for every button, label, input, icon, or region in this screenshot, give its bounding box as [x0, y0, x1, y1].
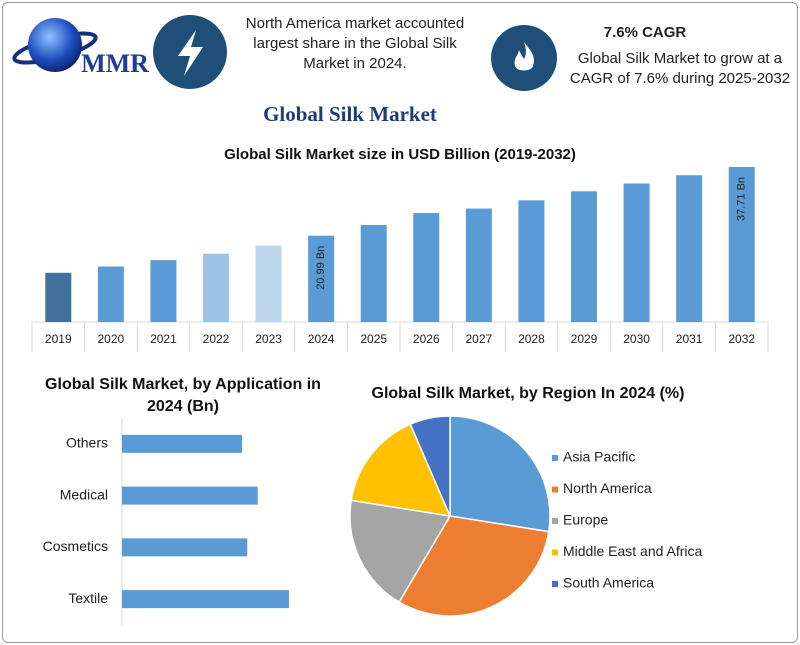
legend-marker [552, 549, 558, 556]
x-tick-label: 2023 [255, 332, 282, 346]
pie-slice [409, 415, 451, 517]
x-tick-label: 2028 [518, 332, 545, 346]
bar [203, 253, 229, 322]
x-tick-label: 2029 [571, 332, 598, 346]
bar [122, 590, 289, 609]
y-tick-label: Medical [60, 486, 108, 502]
pie-chart-title: Global Silk Market, by Region In 2024 (%… [371, 385, 685, 402]
legend-label: Asia Pacific [563, 449, 635, 465]
x-tick-label: 2031 [676, 332, 703, 346]
bar [518, 200, 545, 322]
legend-marker [552, 455, 558, 461]
pie-slice [349, 499, 452, 604]
x-tick-label: 2026 [413, 332, 440, 346]
cagr-title: 7.6% CAGR [603, 24, 687, 41]
bar [122, 486, 258, 505]
value-label: 20.99 Bn [315, 246, 327, 290]
y-tick-label: Textile [68, 590, 108, 606]
bar [728, 167, 755, 322]
bar [676, 175, 703, 322]
bar-chart-title: Global Silk Market size in USD Billion (… [224, 146, 576, 163]
bar [97, 266, 124, 322]
x-tick-label: 2019 [45, 332, 72, 346]
bar [122, 538, 248, 557]
x-tick-label: 2021 [150, 332, 177, 346]
value-label: 37.71 Bn [736, 177, 748, 221]
pie-slice [398, 515, 550, 617]
x-tick-label: 2022 [203, 332, 230, 346]
legend-label: South America [563, 575, 654, 591]
y-tick-label: Cosmetics [43, 538, 108, 554]
legend-marker [552, 486, 558, 493]
legend-marker [552, 581, 558, 587]
x-tick-label: 2027 [466, 332, 493, 346]
pie-slice [350, 423, 452, 517]
legend-label: North America [563, 480, 652, 496]
logo-text: MMR [81, 49, 149, 78]
bar [360, 224, 387, 322]
bar [255, 245, 282, 322]
bolt-icon [153, 15, 227, 89]
legend-label: Europe [563, 512, 608, 528]
bar [465, 208, 492, 322]
logo-icon [12, 18, 98, 72]
x-tick-label: 2030 [623, 332, 650, 346]
note-right: Global Silk Market to grow at a CAGR of … [569, 50, 791, 87]
x-tick-label: 2025 [360, 332, 387, 346]
x-tick-label: 2020 [98, 332, 125, 346]
main-title: Global Silk Market [263, 102, 437, 126]
bar [308, 235, 335, 322]
x-tick-label: 2024 [308, 332, 335, 346]
bar [571, 191, 597, 322]
bar [122, 434, 243, 453]
hbar-chart-title: Global Silk Market, by Application in 20… [45, 376, 321, 415]
note-left: North America market accounted largest s… [245, 15, 465, 72]
x-tick-label: 2032 [728, 332, 755, 346]
flame-icon [491, 25, 557, 91]
bar [150, 260, 177, 322]
bar [623, 183, 650, 322]
y-tick-label: Others [66, 435, 108, 451]
bar [45, 272, 72, 322]
legend-marker [552, 518, 558, 524]
bar [413, 213, 440, 322]
legend-label: Middle East and Africa [563, 543, 703, 559]
pie-slice [449, 415, 551, 533]
